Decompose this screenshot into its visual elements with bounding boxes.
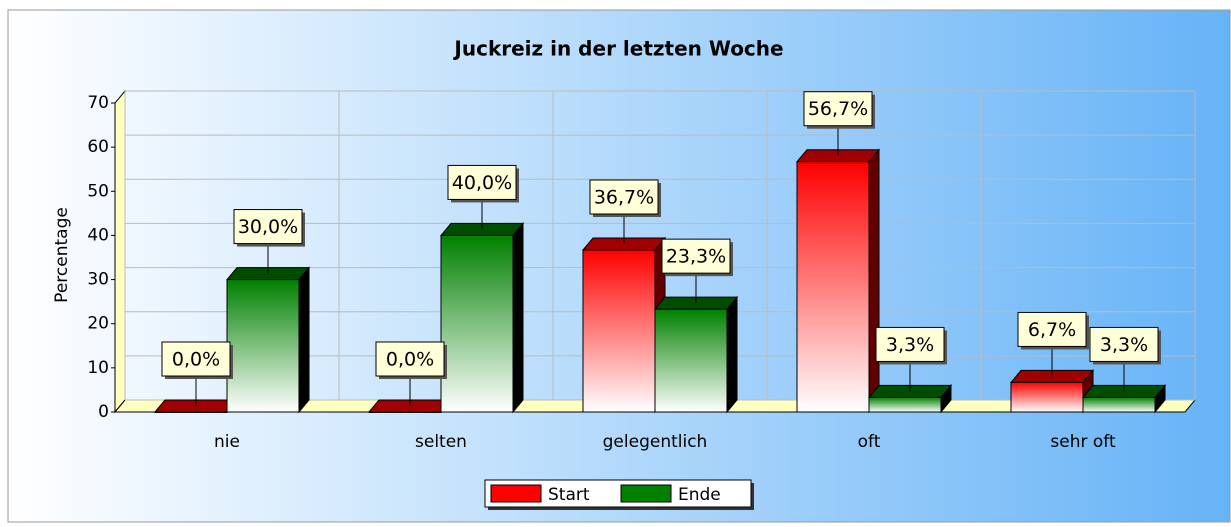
- x-tick-label: selten: [415, 432, 467, 452]
- label-box: [161, 341, 231, 377]
- label-box: [875, 326, 945, 362]
- data-label: 40,0%: [452, 172, 512, 194]
- x-tick-label: sehr oft: [1050, 432, 1116, 452]
- data-label: 0,0%: [386, 349, 434, 371]
- bar-front: [796, 161, 870, 413]
- bar-front: [582, 249, 656, 413]
- data-label: 0,0%: [172, 349, 220, 371]
- bar-front: [1010, 381, 1084, 413]
- bar-side: [726, 295, 738, 414]
- x-tick-label: gelegentlich: [603, 432, 708, 452]
- y-tick-label: 40: [87, 225, 109, 245]
- bar-front: [654, 308, 728, 413]
- bar-front: [1082, 396, 1156, 413]
- y-tick-label: 60: [87, 137, 109, 157]
- label-box: [1089, 326, 1159, 362]
- label-box: [589, 179, 659, 215]
- data-label: 23,3%: [666, 246, 726, 268]
- label-box: [1017, 311, 1087, 347]
- bar: [581, 236, 667, 414]
- bar-front: [226, 279, 300, 413]
- bar-front: [154, 411, 228, 413]
- x-tick-label: nie: [214, 432, 240, 452]
- y-tick-label: 0: [98, 402, 109, 422]
- data-label: 30,0%: [238, 216, 298, 238]
- data-label: 36,7%: [594, 186, 654, 208]
- y-tick-label: 50: [87, 181, 109, 201]
- bar-front: [368, 411, 442, 413]
- data-label: 6,7%: [1028, 319, 1076, 341]
- chart-title: Juckreiz in der letzten Woche: [452, 37, 783, 61]
- data-label: 3,3%: [1100, 334, 1148, 356]
- legend-label: Start: [548, 485, 590, 505]
- bar: [1009, 369, 1095, 414]
- bar-side: [868, 148, 880, 414]
- bar: [225, 266, 311, 414]
- bar: [439, 222, 525, 414]
- legend-label: Ende: [678, 485, 721, 505]
- bar-side: [298, 266, 310, 414]
- left-wall: [114, 89, 126, 414]
- x-tick-label: oft: [858, 432, 881, 452]
- legend-swatch: [620, 484, 672, 503]
- label-box: [375, 341, 445, 377]
- bar-front: [440, 234, 514, 413]
- bar: [653, 295, 739, 414]
- y-tick-label: 70: [87, 93, 109, 113]
- data-label: 56,7%: [808, 98, 868, 120]
- y-tick-label: 20: [87, 314, 109, 334]
- label-box: [803, 91, 873, 127]
- bar-front: [868, 396, 942, 413]
- bar: [795, 148, 881, 414]
- y-tick-label: 10: [87, 358, 109, 378]
- bar-side: [512, 222, 524, 414]
- data-label: 3,3%: [886, 334, 934, 356]
- label-box: [447, 164, 517, 200]
- label-box: [661, 238, 731, 274]
- y-axis-label: Percentage: [52, 207, 72, 303]
- label-box: [233, 209, 303, 245]
- legend-swatch: [490, 484, 542, 503]
- y-tick-label: 30: [87, 270, 109, 290]
